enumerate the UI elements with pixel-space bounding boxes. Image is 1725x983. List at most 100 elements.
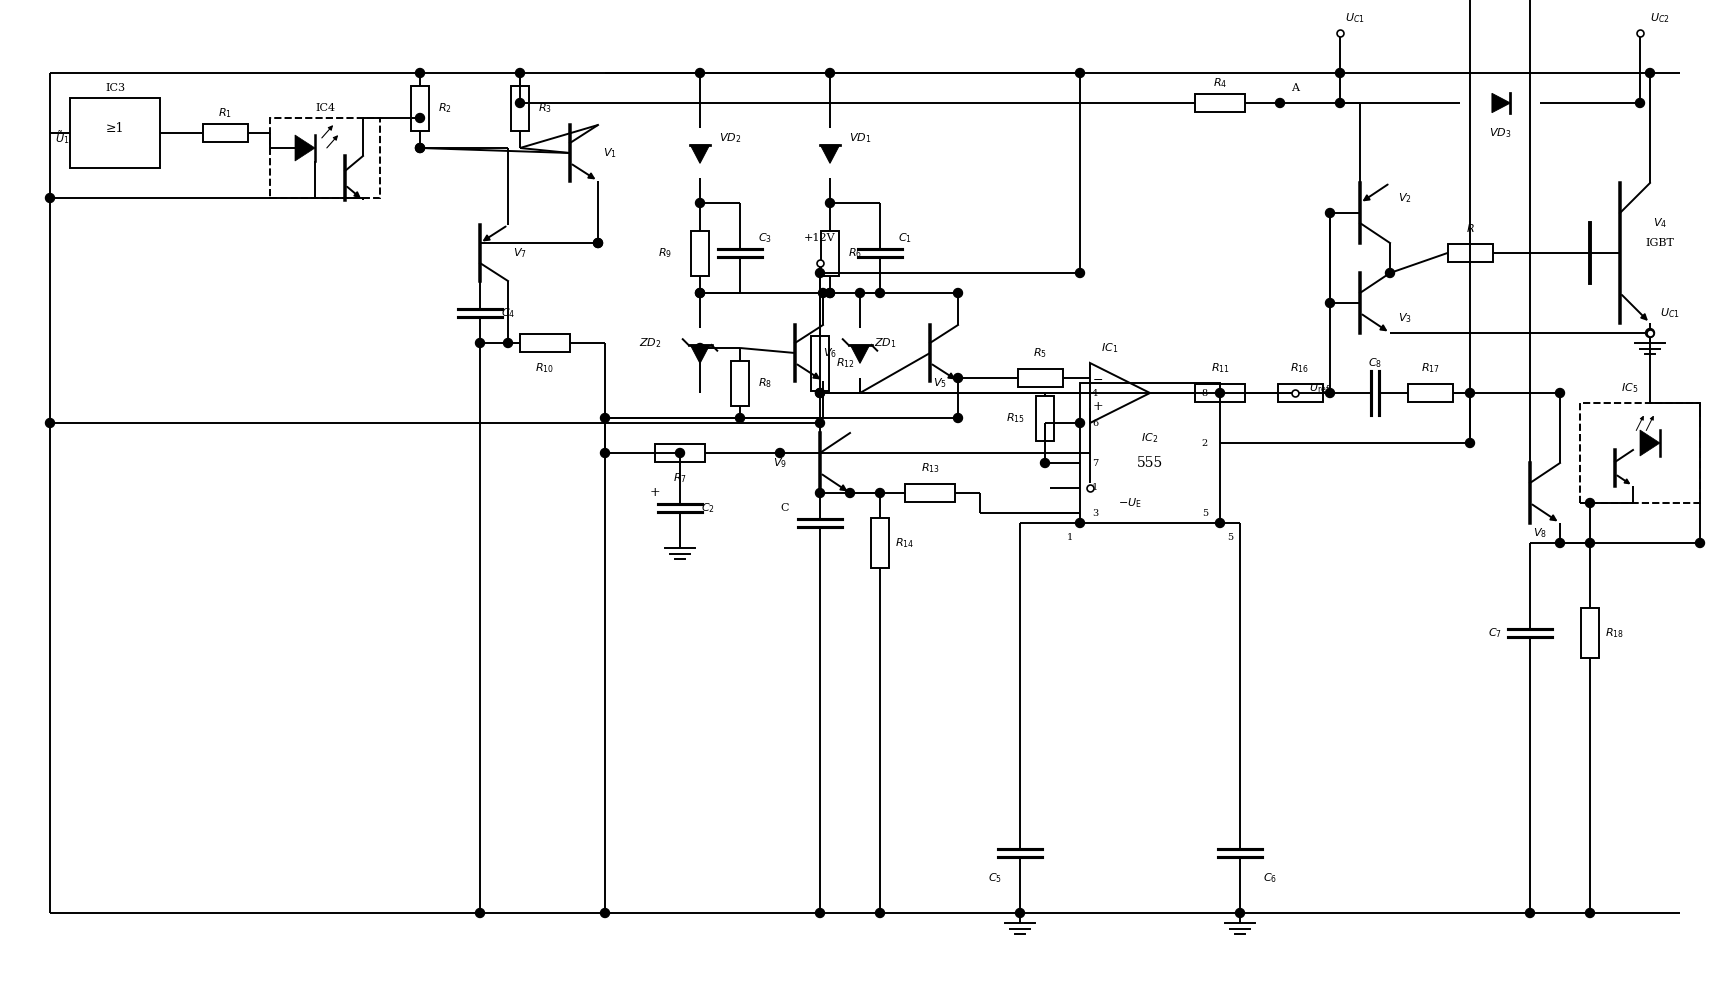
Circle shape <box>876 908 885 917</box>
Bar <box>1080 383 1220 523</box>
Circle shape <box>876 489 885 497</box>
Polygon shape <box>821 145 840 163</box>
Circle shape <box>676 448 685 457</box>
Polygon shape <box>295 135 316 161</box>
Bar <box>71 98 160 168</box>
Circle shape <box>1040 458 1049 468</box>
Bar <box>1580 403 1701 503</box>
Bar <box>871 518 888 568</box>
Text: $-U_{\rm E}$: $-U_{\rm E}$ <box>1118 496 1142 510</box>
Text: $V_5$: $V_5$ <box>933 376 947 390</box>
Bar <box>906 484 956 502</box>
Text: $C_2$: $C_2$ <box>700 501 714 515</box>
Bar <box>811 335 830 390</box>
Text: $R_{11}$: $R_{11}$ <box>1211 361 1230 375</box>
Text: +: + <box>650 487 661 499</box>
Circle shape <box>695 199 704 207</box>
Text: $R_4$: $R_4$ <box>1213 76 1226 89</box>
Circle shape <box>1216 518 1225 528</box>
Bar <box>511 86 530 131</box>
Circle shape <box>1635 98 1644 107</box>
Text: $R_{10}$: $R_{10}$ <box>535 361 554 375</box>
Circle shape <box>818 288 828 298</box>
Circle shape <box>954 414 963 423</box>
Text: C: C <box>781 503 790 513</box>
Text: $R_{18}$: $R_{18}$ <box>1606 626 1625 640</box>
Text: $C_1$: $C_1$ <box>899 231 913 245</box>
Text: 3: 3 <box>1092 508 1099 517</box>
Bar <box>1278 384 1323 402</box>
Text: 555: 555 <box>1137 456 1163 470</box>
Text: $C_4$: $C_4$ <box>500 306 516 319</box>
Text: $R_8$: $R_8$ <box>757 376 773 390</box>
Text: $R_{17}$: $R_{17}$ <box>1420 361 1439 375</box>
Text: $C_6$: $C_6$ <box>1263 871 1276 885</box>
Circle shape <box>1325 299 1335 308</box>
Polygon shape <box>1640 430 1659 456</box>
Circle shape <box>600 448 609 457</box>
Circle shape <box>876 288 885 298</box>
Text: $V_9$: $V_9$ <box>773 456 787 470</box>
Circle shape <box>856 288 864 298</box>
Text: ≥1: ≥1 <box>105 122 124 135</box>
Circle shape <box>816 388 825 397</box>
Text: 5: 5 <box>1202 508 1207 517</box>
Bar <box>1018 369 1063 387</box>
Circle shape <box>735 414 745 423</box>
Circle shape <box>1325 208 1335 217</box>
Circle shape <box>1525 908 1535 917</box>
Text: $V_4$: $V_4$ <box>1653 216 1666 230</box>
Circle shape <box>1585 908 1594 917</box>
Circle shape <box>826 288 835 298</box>
Text: 5: 5 <box>1226 534 1233 543</box>
Text: 2: 2 <box>1202 438 1207 447</box>
Text: $U_{C2}$: $U_{C2}$ <box>1651 11 1670 25</box>
Circle shape <box>1585 539 1594 548</box>
Circle shape <box>416 69 424 78</box>
Text: 1: 1 <box>1092 484 1099 492</box>
Circle shape <box>600 908 609 917</box>
Text: $ZD_1$: $ZD_1$ <box>873 336 897 350</box>
Text: $C_5$: $C_5$ <box>988 871 1002 885</box>
Bar <box>1447 244 1492 262</box>
Polygon shape <box>690 345 709 364</box>
Text: $IC_2$: $IC_2$ <box>1142 432 1159 445</box>
Circle shape <box>695 343 704 353</box>
Circle shape <box>1696 539 1704 548</box>
Bar <box>656 444 706 462</box>
Text: −: − <box>1092 374 1104 386</box>
Text: $R_5$: $R_5$ <box>1033 346 1047 360</box>
Text: $R_{13}$: $R_{13}$ <box>921 461 940 475</box>
Circle shape <box>816 268 825 277</box>
Bar <box>1408 384 1452 402</box>
Bar <box>1582 608 1599 658</box>
Circle shape <box>1466 438 1475 447</box>
Circle shape <box>826 199 835 207</box>
Circle shape <box>1075 268 1085 277</box>
Text: +12V: +12V <box>804 233 837 243</box>
Circle shape <box>1556 539 1565 548</box>
Text: $IC_5$: $IC_5$ <box>1622 381 1639 395</box>
Circle shape <box>45 419 55 428</box>
Circle shape <box>416 144 424 152</box>
Text: 6: 6 <box>1092 419 1099 428</box>
Text: $V_8$: $V_8$ <box>1534 526 1547 540</box>
Text: $R_{12}$: $R_{12}$ <box>835 356 854 370</box>
Text: $VD_3$: $VD_3$ <box>1489 126 1511 140</box>
Text: $IC_1$: $IC_1$ <box>1101 341 1118 355</box>
Circle shape <box>476 908 485 917</box>
Circle shape <box>1275 98 1285 107</box>
Text: $VD_1$: $VD_1$ <box>849 131 871 145</box>
Circle shape <box>1235 908 1244 917</box>
Text: $V_1$: $V_1$ <box>604 146 618 160</box>
Text: IC4: IC4 <box>316 103 335 113</box>
Circle shape <box>1075 419 1085 428</box>
Text: $R_{16}$: $R_{16}$ <box>1290 361 1309 375</box>
Polygon shape <box>850 345 869 364</box>
Text: $R_9$: $R_9$ <box>657 246 673 260</box>
Text: IGBT: IGBT <box>1646 238 1675 248</box>
Circle shape <box>816 908 825 917</box>
Circle shape <box>504 338 512 348</box>
Text: $R$: $R$ <box>1466 222 1475 234</box>
Circle shape <box>816 388 825 397</box>
